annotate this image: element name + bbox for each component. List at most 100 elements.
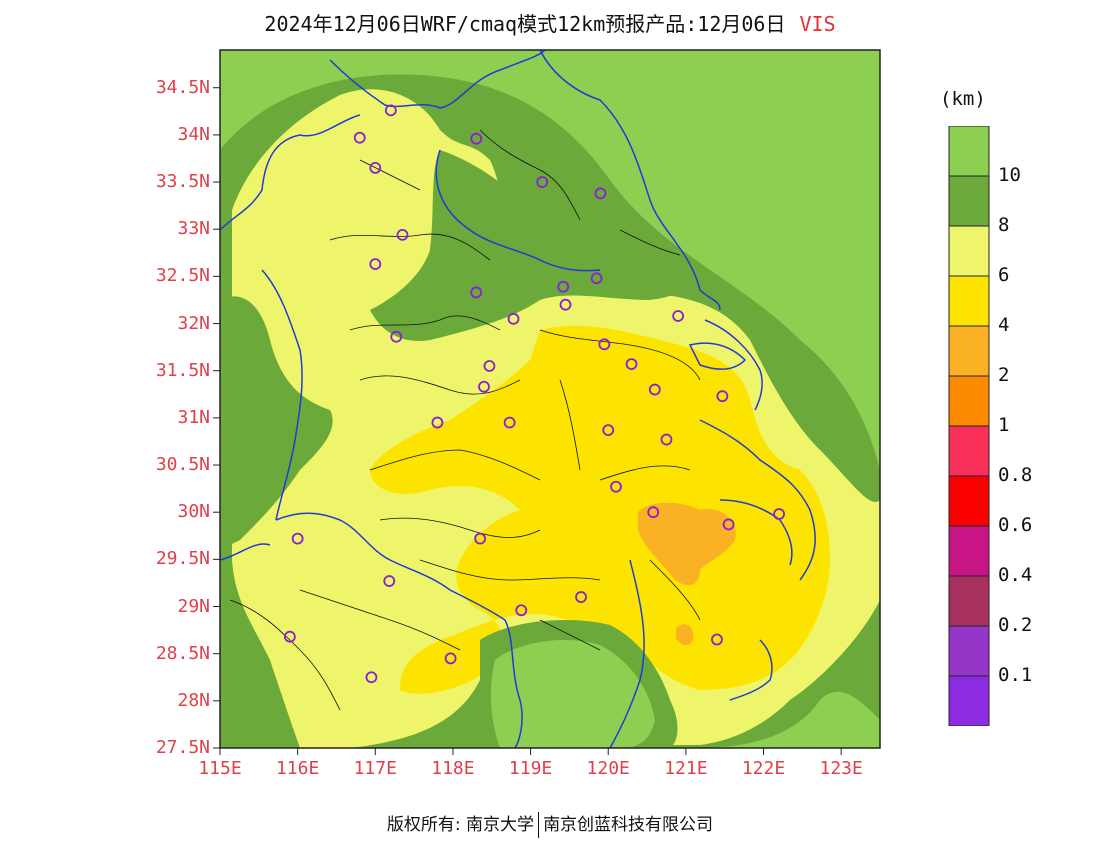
y-tick-label: 28N [177, 689, 210, 711]
y-tick-label: 31N [177, 406, 210, 428]
vis-band-4-6 [370, 325, 830, 694]
city-marker [716, 390, 729, 403]
city-marker [598, 338, 611, 351]
x-tick-label: 123E [819, 758, 863, 779]
city-marker [647, 506, 660, 519]
x-tick-label: 121E [664, 758, 708, 779]
city-marker [773, 508, 785, 520]
colorbar-tick-label: 0.4 [998, 564, 1033, 586]
variable-label: VIS [799, 12, 836, 36]
y-tick-label: 33.5N [155, 171, 210, 193]
province-boundary-line [609, 559, 645, 749]
y-tick-label: 34N [177, 123, 210, 145]
province-boundary-line [435, 149, 601, 272]
colorbar-tick-label: 2 [998, 364, 1010, 386]
colorbar-swatch [948, 275, 990, 327]
colorbar-swatch [948, 625, 990, 677]
vis-band-8-10-west [220, 296, 333, 550]
county-boundary-line [359, 375, 521, 395]
copyright-left: 版权所有: 南京大学 [386, 815, 535, 835]
y-tick-label: 29N [177, 595, 210, 617]
county-boundary-line [619, 229, 681, 256]
city-marker [291, 532, 304, 545]
city-marker [594, 187, 607, 200]
city-marker [672, 310, 685, 322]
city-marker [369, 162, 382, 174]
footer-separator [538, 812, 540, 838]
county-boundary-line [369, 449, 541, 481]
colorbar-swatch [948, 675, 990, 726]
province-boundary-line [729, 639, 773, 701]
province-boundary-line [688, 342, 747, 370]
y-tick-label: 27.5N [155, 737, 210, 758]
map-title: 2024年12月06日WRF/cmaq模式12km预报产品:12月06日 VIS [0, 8, 1100, 37]
province-boundary-line [219, 543, 271, 561]
y-tick-label: 31.5N [155, 359, 210, 381]
y-tick-label: 34.5N [155, 76, 210, 98]
province-boundary-line [704, 319, 763, 411]
county-boundary-line [479, 129, 581, 221]
county-boundary-line [559, 379, 581, 471]
colorbar-tick-label: 0.8 [998, 464, 1033, 486]
x-tick-label: 119E [508, 758, 553, 779]
city-marker [536, 176, 549, 188]
city-marker [283, 630, 296, 643]
city-marker [483, 360, 496, 372]
y-tick-label: 32N [177, 312, 210, 334]
colorbar-tick-label: 8 [998, 214, 1010, 236]
title-text: 2024年12月06日WRF/cmaq模式12km预报产品:12月06日 [264, 12, 786, 36]
x-tick-label: 115E [198, 758, 242, 779]
city-markers [283, 104, 785, 684]
province-boundary-line [261, 269, 303, 521]
province-boundary-line [699, 419, 816, 581]
city-marker [396, 228, 409, 241]
y-tick-label: 29.5N [155, 548, 210, 570]
y-tick-label: 28.5N [155, 642, 210, 664]
colorbar-swatch [948, 375, 990, 427]
city-marker [610, 480, 622, 493]
city-marker [557, 280, 570, 293]
county-boundary-line [229, 599, 341, 711]
vis-band-8-10-north [370, 150, 690, 341]
city-marker [470, 286, 483, 299]
county-boundary-line [379, 517, 541, 538]
city-marker [383, 575, 396, 587]
y-tick-label: 33N [177, 218, 210, 240]
vis-band-2-4 [638, 502, 736, 586]
colorbar-swatch [948, 475, 990, 527]
city-marker [625, 358, 638, 371]
county-boundary-line [599, 465, 691, 481]
province-boundary-line [449, 589, 523, 749]
city-marker [365, 671, 378, 684]
colorbar-tick-label: 10 [998, 164, 1021, 186]
colorbar-tick-label: 1 [998, 414, 1010, 436]
city-marker [369, 258, 382, 271]
county-boundary-line [539, 619, 601, 651]
city-marker [353, 131, 366, 144]
city-marker [590, 272, 603, 285]
colorbar-unit: (km) [940, 88, 986, 110]
county-boundary-line [419, 559, 601, 581]
province-boundary-line [539, 49, 721, 311]
province-boundary-line [219, 114, 361, 231]
x-tick-label: 122E [741, 758, 786, 779]
colorbar-swatch [948, 175, 990, 227]
county-boundary-line [299, 589, 461, 651]
city-marker [648, 383, 661, 396]
colorbar-tick-label: 6 [998, 264, 1010, 286]
city-marker [575, 591, 587, 603]
province-boundary-line [275, 512, 451, 591]
county-boundary-line [329, 233, 491, 261]
colorbar-swatch [948, 225, 990, 277]
colorbar-tick-label: 0.1 [998, 664, 1033, 686]
city-marker [384, 104, 397, 117]
province-boundary-line [329, 49, 546, 109]
city-marker [722, 518, 735, 531]
y-tick-label: 30N [177, 501, 210, 523]
x-tick-label: 116E [275, 758, 320, 779]
city-marker [503, 416, 516, 429]
colorbar-swatch [948, 325, 990, 377]
copyright-right: 南京创蓝科技有限公司 [543, 815, 714, 835]
colorbar-swatch [948, 575, 990, 627]
